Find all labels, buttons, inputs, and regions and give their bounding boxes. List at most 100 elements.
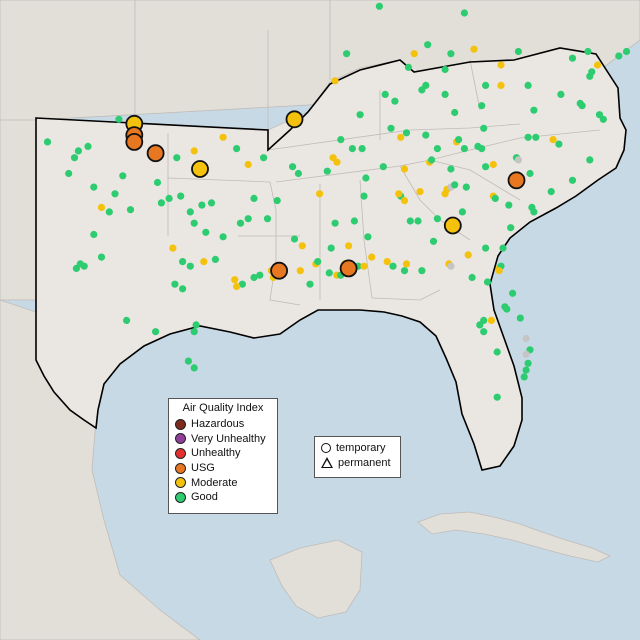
moderate-monitor-point[interactable] (360, 262, 368, 270)
large-usg-monitor-point[interactable] (507, 171, 526, 190)
good-monitor-point[interactable] (524, 133, 532, 141)
moderate-monitor-point[interactable] (489, 160, 497, 169)
good-monitor-point[interactable] (348, 145, 356, 153)
good-monitor-point[interactable] (177, 192, 185, 200)
moderate-monitor-point[interactable] (345, 242, 353, 250)
good-monitor-point[interactable] (190, 364, 198, 372)
good-monitor-point[interactable] (179, 258, 187, 266)
good-monitor-point[interactable] (476, 321, 484, 329)
good-monitor-point[interactable] (478, 145, 486, 153)
no-data-monitor-point[interactable] (447, 262, 455, 270)
good-monitor-point[interactable] (491, 194, 499, 202)
good-monitor-point[interactable] (480, 328, 488, 336)
good-monitor-point[interactable] (460, 145, 468, 153)
good-monitor-point[interactable] (406, 217, 414, 225)
good-monitor-point[interactable] (327, 244, 335, 252)
good-monitor-point[interactable] (447, 165, 455, 173)
good-monitor-point[interactable] (428, 156, 436, 164)
good-monitor-point[interactable] (111, 190, 119, 198)
good-monitor-point[interactable] (115, 115, 123, 123)
moderate-monitor-point[interactable] (244, 160, 252, 169)
good-monitor-point[interactable] (433, 145, 441, 153)
good-monitor-point[interactable] (451, 108, 459, 117)
moderate-monitor-point[interactable] (383, 258, 391, 266)
good-monitor-point[interactable] (343, 50, 351, 58)
good-monitor-point[interactable] (362, 174, 370, 182)
large-usg-monitor-point[interactable] (125, 132, 144, 151)
good-monitor-point[interactable] (462, 183, 470, 191)
good-monitor-point[interactable] (184, 357, 192, 365)
good-monitor-point[interactable] (238, 280, 246, 288)
good-monitor-point[interactable] (615, 52, 623, 60)
good-monitor-point[interactable] (524, 81, 532, 89)
good-monitor-point[interactable] (72, 264, 80, 272)
good-monitor-point[interactable] (493, 348, 501, 356)
good-monitor-point[interactable] (447, 50, 455, 58)
good-monitor-point[interactable] (451, 181, 459, 189)
good-monitor-point[interactable] (482, 244, 490, 252)
moderate-monitor-point[interactable] (190, 147, 198, 155)
good-monitor-point[interactable] (389, 262, 397, 270)
moderate-monitor-point[interactable] (200, 258, 208, 266)
good-monitor-point[interactable] (379, 163, 387, 171)
moderate-monitor-point[interactable] (416, 188, 424, 196)
good-monitor-point[interactable] (153, 178, 162, 187)
good-monitor-point[interactable] (404, 63, 412, 71)
good-monitor-point[interactable] (171, 280, 179, 288)
moderate-monitor-point[interactable] (219, 133, 227, 141)
good-monitor-point[interactable] (219, 233, 227, 241)
good-monitor-point[interactable] (233, 145, 241, 153)
good-monitor-point[interactable] (526, 169, 534, 178)
good-monitor-point[interactable] (387, 124, 395, 132)
moderate-monitor-point[interactable] (97, 203, 106, 211)
good-monitor-point[interactable] (192, 321, 200, 329)
moderate-monitor-point[interactable] (233, 282, 241, 291)
good-monitor-point[interactable] (97, 253, 106, 261)
good-monitor-point[interactable] (482, 163, 490, 171)
good-monitor-point[interactable] (493, 393, 501, 401)
good-monitor-point[interactable] (524, 359, 532, 367)
good-monitor-point[interactable] (414, 217, 422, 225)
good-monitor-point[interactable] (508, 289, 517, 297)
moderate-monitor-point[interactable] (296, 267, 304, 275)
good-monitor-point[interactable] (588, 68, 596, 76)
good-monitor-point[interactable] (507, 224, 515, 232)
moderate-monitor-point[interactable] (497, 61, 505, 69)
good-monitor-point[interactable] (568, 54, 577, 62)
moderate-monitor-point[interactable] (549, 136, 557, 144)
good-monitor-point[interactable] (391, 97, 399, 105)
good-monitor-point[interactable] (429, 237, 438, 245)
good-monitor-point[interactable] (290, 235, 299, 243)
good-monitor-point[interactable] (441, 65, 449, 74)
large-usg-monitor-point[interactable] (146, 144, 165, 163)
good-monitor-point[interactable] (364, 233, 372, 241)
good-monitor-point[interactable] (250, 194, 258, 202)
moderate-monitor-point[interactable] (298, 242, 306, 250)
good-monitor-point[interactable] (532, 133, 540, 141)
moderate-monitor-point[interactable] (487, 316, 495, 324)
large-moderate-monitor-point[interactable] (285, 110, 304, 129)
large-usg-monitor-point[interactable] (339, 259, 358, 278)
good-monitor-point[interactable] (514, 47, 523, 56)
moderate-monitor-point[interactable] (333, 158, 341, 166)
good-monitor-point[interactable] (482, 81, 490, 89)
moderate-monitor-point[interactable] (400, 165, 409, 173)
good-monitor-point[interactable] (375, 2, 383, 10)
good-monitor-point[interactable] (65, 169, 73, 178)
good-monitor-point[interactable] (186, 262, 194, 270)
large-moderate-monitor-point[interactable] (191, 160, 209, 178)
good-monitor-point[interactable] (358, 145, 366, 153)
good-monitor-point[interactable] (622, 47, 631, 56)
large-usg-monitor-point[interactable] (270, 261, 289, 280)
good-monitor-point[interactable] (478, 102, 486, 110)
good-monitor-point[interactable] (505, 201, 513, 209)
no-data-monitor-point[interactable] (522, 350, 530, 358)
good-monitor-point[interactable] (126, 206, 135, 214)
good-monitor-point[interactable] (595, 111, 604, 119)
moderate-monitor-point[interactable] (464, 251, 472, 259)
good-monitor-point[interactable] (480, 124, 488, 132)
good-monitor-point[interactable] (70, 154, 79, 162)
moderate-monitor-point[interactable] (395, 190, 403, 198)
good-monitor-point[interactable] (157, 199, 165, 207)
good-monitor-point[interactable] (202, 228, 210, 236)
